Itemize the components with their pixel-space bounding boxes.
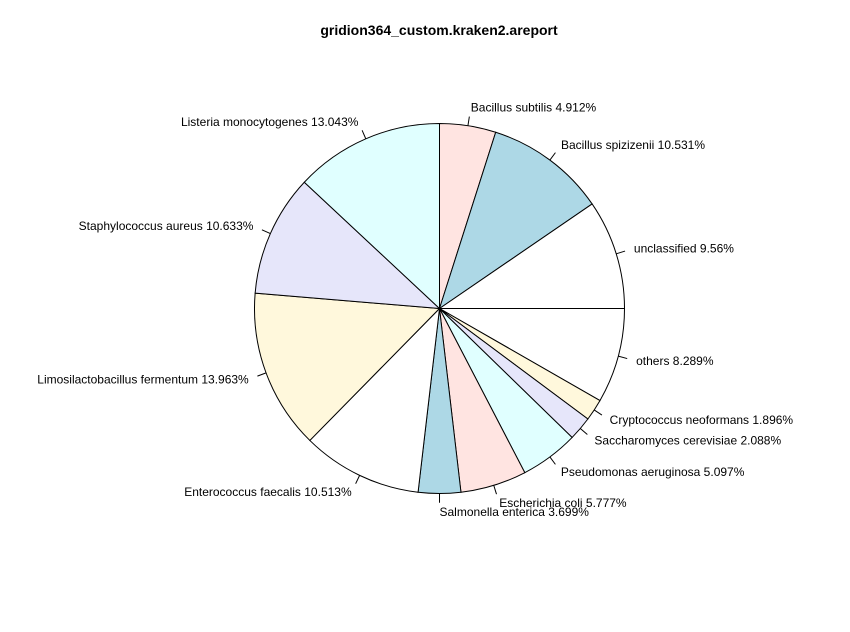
label-cryptococcus-neoformans: Cryptococcus neoformans 1.896% [610,413,794,427]
slice-listeria-monocytogenes [303,122,440,310]
tick-escherichia-coli [493,485,497,495]
tick-pseudomonas-aeruginosa [549,456,556,465]
tick-unclassified [616,250,626,255]
slice-unclassified [437,203,626,310]
label-limosilactobacillus-fermentum: Limosilactobacillus fermentum 13.963% [37,372,249,386]
label-unclassified: unclassified 9.56% [634,241,734,255]
label-listeria-monocytogenes: Listeria monocytogenes 13.043% [181,115,359,129]
label-others: others 8.289% [636,354,714,368]
tick-cryptococcus-neoformans [593,409,603,416]
tick-limosilactobacillus-fermentum [257,372,267,377]
tick-enterococcus-faecalis [355,475,361,484]
tick-others [618,355,628,360]
label-pseudomonas-aeruginosa: Pseudomonas aeruginosa 5.097% [561,465,745,479]
label-enterococcus-faecalis: Enterococcus faecalis 10.513% [184,485,352,499]
label-bacillus-spizizenii: Bacillus spizizenii 10.531% [561,138,705,152]
label-staphylococcus-aureus: Staphylococcus aureus 10.633% [79,219,254,233]
slice-bacillus-spizizenii [438,131,593,310]
tick-bacillus-spizizenii [549,152,556,161]
label-bacillus-subtilis: Bacillus subtilis 4.912% [471,100,597,114]
tick-bacillus-subtilis [467,116,470,126]
tick-saccharomyces-cerevisiae [579,428,588,435]
slice-limosilactobacillus-fermentum [254,292,441,442]
chart-title: gridion364_custom.kraken2.areport [320,22,558,38]
slice-staphylococcus-aureus [254,181,441,310]
label-saccharomyces-cerevisiae: Saccharomyces cerevisiae 2.088% [594,433,781,447]
tick-staphylococcus-aureus [261,229,271,234]
label-salmonella-enterica: Salmonella enterica 3.699% [440,505,590,519]
label-escherichia-coli: Escherichia coli 5.777% [499,496,627,510]
label-ticks [257,116,628,503]
pie-slices [254,122,626,494]
tick-listeria-monocytogenes [361,130,367,140]
slice-labels: Bacillus subtilis 4.912% Bacillus spizize… [37,100,793,519]
slice-enterococcus-faecalis [309,307,441,493]
slice-others [437,307,626,402]
